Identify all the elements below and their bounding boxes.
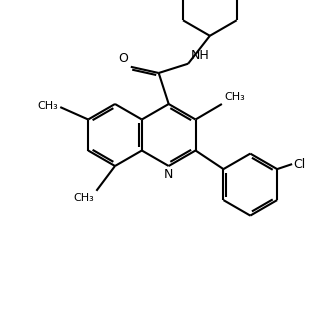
Text: CH₃: CH₃: [74, 193, 95, 203]
Text: N: N: [164, 168, 173, 181]
Text: NH: NH: [191, 49, 210, 62]
Text: CH₃: CH₃: [38, 101, 58, 111]
Text: CH₃: CH₃: [224, 92, 245, 102]
Text: Cl: Cl: [293, 157, 305, 171]
Text: O: O: [118, 52, 128, 65]
